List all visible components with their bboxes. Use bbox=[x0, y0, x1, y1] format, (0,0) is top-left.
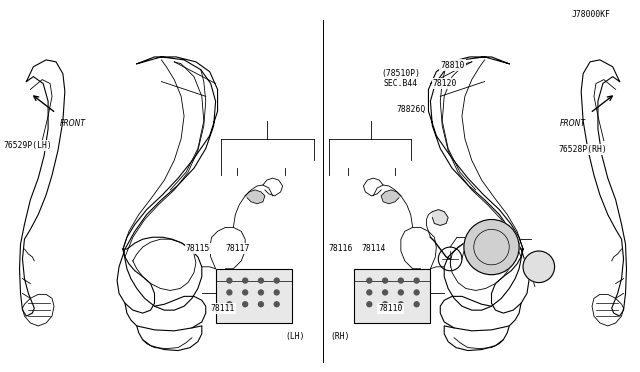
Circle shape bbox=[259, 302, 264, 307]
Circle shape bbox=[383, 290, 388, 295]
FancyBboxPatch shape bbox=[353, 269, 431, 323]
Circle shape bbox=[259, 278, 264, 283]
Text: 78111: 78111 bbox=[211, 304, 236, 313]
Circle shape bbox=[414, 290, 419, 295]
Circle shape bbox=[227, 278, 232, 283]
Polygon shape bbox=[381, 190, 401, 204]
Text: 78110: 78110 bbox=[378, 304, 403, 313]
Circle shape bbox=[243, 302, 248, 307]
Circle shape bbox=[414, 302, 419, 307]
Text: 78115: 78115 bbox=[186, 244, 210, 253]
Text: (78510P): (78510P) bbox=[381, 69, 420, 78]
Circle shape bbox=[414, 278, 419, 283]
Circle shape bbox=[464, 219, 519, 275]
Polygon shape bbox=[433, 210, 448, 225]
Text: (RH): (RH) bbox=[330, 332, 349, 341]
Circle shape bbox=[274, 278, 279, 283]
Text: 78810: 78810 bbox=[440, 61, 465, 70]
Text: 78826Q: 78826Q bbox=[396, 105, 426, 113]
Circle shape bbox=[523, 251, 555, 283]
Text: 76529P(LH): 76529P(LH) bbox=[3, 141, 52, 150]
Circle shape bbox=[243, 278, 248, 283]
Text: J78000KF: J78000KF bbox=[572, 10, 611, 19]
Circle shape bbox=[398, 278, 403, 283]
Circle shape bbox=[367, 302, 372, 307]
Polygon shape bbox=[245, 190, 265, 204]
Circle shape bbox=[227, 302, 232, 307]
Text: 76528P(RH): 76528P(RH) bbox=[558, 145, 607, 154]
Text: (LH): (LH) bbox=[286, 332, 305, 341]
Circle shape bbox=[383, 278, 388, 283]
Text: 78114: 78114 bbox=[361, 244, 385, 253]
Circle shape bbox=[398, 290, 403, 295]
Circle shape bbox=[383, 302, 388, 307]
Text: FRONT: FRONT bbox=[60, 119, 86, 128]
Text: SEC.B44: SEC.B44 bbox=[384, 79, 418, 88]
Circle shape bbox=[274, 290, 279, 295]
Text: FRONT: FRONT bbox=[560, 119, 586, 128]
Text: 78116: 78116 bbox=[329, 244, 353, 253]
Text: 78117: 78117 bbox=[225, 244, 250, 253]
Text: 78120: 78120 bbox=[433, 79, 457, 88]
Circle shape bbox=[259, 290, 264, 295]
Circle shape bbox=[274, 302, 279, 307]
Circle shape bbox=[367, 290, 372, 295]
Circle shape bbox=[398, 302, 403, 307]
Circle shape bbox=[367, 278, 372, 283]
Circle shape bbox=[227, 290, 232, 295]
Circle shape bbox=[243, 290, 248, 295]
FancyBboxPatch shape bbox=[216, 269, 292, 323]
